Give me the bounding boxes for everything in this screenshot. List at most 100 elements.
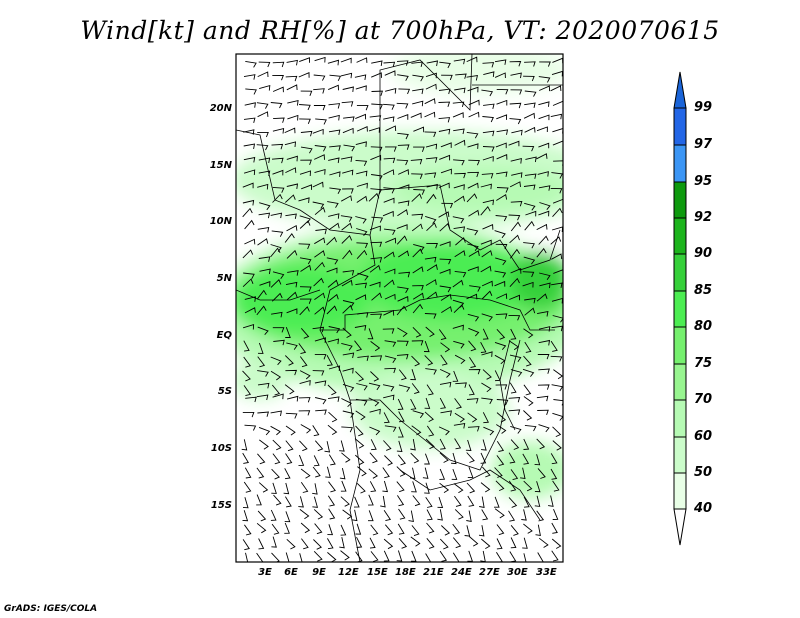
wind-barb bbox=[481, 397, 493, 405]
wind-barb bbox=[510, 158, 522, 164]
wind-barb bbox=[496, 171, 508, 177]
wind-barb bbox=[412, 285, 424, 291]
wind-barb bbox=[326, 236, 337, 246]
wind-barb bbox=[245, 88, 257, 95]
wind-barb bbox=[286, 183, 299, 189]
wind-barb bbox=[552, 440, 562, 451]
wind-barb bbox=[328, 481, 336, 493]
wind-barb bbox=[299, 306, 310, 316]
wind-barb bbox=[299, 509, 310, 520]
wind-barb bbox=[384, 455, 393, 466]
wind-barb bbox=[411, 340, 424, 346]
wind-barb bbox=[299, 257, 312, 265]
wind-barb bbox=[299, 286, 312, 292]
wind-barb bbox=[438, 211, 450, 218]
wind-barb bbox=[508, 452, 516, 464]
wind-barb bbox=[454, 139, 466, 146]
wind-barb bbox=[410, 550, 417, 562]
colorbar-label: 85 bbox=[694, 283, 713, 298]
wind-barb bbox=[425, 72, 437, 79]
wind-barb bbox=[257, 326, 269, 335]
wind-barb bbox=[467, 550, 474, 562]
wind-barb bbox=[536, 126, 548, 133]
wind-barb bbox=[439, 438, 446, 450]
wind-barb bbox=[341, 398, 352, 408]
wind-barb bbox=[299, 370, 311, 380]
wind-barb bbox=[398, 411, 405, 423]
wind-barb bbox=[356, 536, 363, 548]
wind-barb bbox=[510, 525, 519, 536]
wind-barb bbox=[454, 250, 466, 258]
wind-barb bbox=[538, 326, 551, 332]
lat-label: EQ bbox=[216, 330, 232, 341]
wind-barb bbox=[536, 395, 549, 402]
wind-barb bbox=[384, 524, 394, 536]
wind-barb bbox=[481, 290, 493, 300]
wind-barb bbox=[242, 323, 255, 330]
wind-barb bbox=[328, 157, 340, 164]
wind-barb bbox=[313, 88, 325, 94]
wind-barb bbox=[257, 238, 269, 246]
wind-barb bbox=[550, 85, 562, 92]
wind-barb bbox=[257, 510, 267, 522]
wind-barb bbox=[523, 355, 532, 367]
wind-barb bbox=[396, 481, 405, 493]
wind-barb bbox=[258, 157, 271, 164]
wind-barb bbox=[410, 158, 423, 165]
colorbar-segment bbox=[673, 436, 687, 474]
wind-barb bbox=[539, 272, 551, 280]
wind-barb bbox=[356, 249, 368, 260]
wind-barb bbox=[464, 525, 471, 537]
wind-barb bbox=[439, 381, 452, 388]
wind-barb bbox=[410, 398, 417, 410]
wind-barb bbox=[439, 538, 449, 550]
wind-barb bbox=[510, 469, 519, 481]
wind-barb bbox=[523, 256, 536, 265]
wind-barb bbox=[438, 329, 447, 341]
wind-barb bbox=[245, 396, 257, 403]
colorbar-segment bbox=[673, 326, 687, 365]
wind-barb bbox=[284, 522, 290, 534]
wind-barb bbox=[312, 128, 324, 135]
wind-barb bbox=[426, 60, 439, 67]
wind-barb bbox=[466, 398, 479, 404]
lon-label: 3E bbox=[258, 567, 272, 578]
wind-barb bbox=[315, 409, 327, 415]
wind-barb bbox=[271, 143, 284, 150]
colorbar-label: 80 bbox=[694, 319, 713, 334]
wind-barb bbox=[439, 258, 452, 265]
wind-barb bbox=[243, 74, 256, 80]
wind-barb bbox=[466, 75, 478, 81]
wind-barb bbox=[396, 159, 409, 166]
wind-barb bbox=[496, 88, 509, 95]
wind-barb bbox=[425, 83, 437, 90]
wind-barb bbox=[298, 343, 307, 355]
wind-barb bbox=[284, 127, 296, 134]
wind-barb bbox=[548, 495, 554, 507]
wind-barb bbox=[326, 267, 338, 274]
wind-barb bbox=[466, 510, 472, 522]
wind-barb bbox=[537, 468, 546, 479]
wind-barb bbox=[496, 412, 507, 423]
wind-barb bbox=[383, 309, 395, 316]
wind-barb bbox=[410, 452, 420, 464]
wind-barb bbox=[383, 412, 390, 424]
wind-barb bbox=[271, 384, 281, 396]
wind-barb bbox=[370, 313, 383, 319]
wind-barb bbox=[496, 293, 508, 299]
wind-barb bbox=[550, 113, 563, 120]
wind-barb bbox=[356, 195, 368, 203]
wind-barb bbox=[370, 146, 383, 153]
wind-barb bbox=[342, 352, 355, 359]
wind-barb bbox=[524, 341, 532, 353]
wind-barb bbox=[312, 466, 321, 478]
wind-barb bbox=[382, 210, 394, 217]
lon-label: 15E bbox=[367, 567, 388, 578]
wind-barb bbox=[300, 130, 313, 137]
wind-barb bbox=[301, 184, 312, 190]
wind-barb bbox=[468, 327, 480, 337]
wind-barb bbox=[495, 142, 507, 149]
wind-barb bbox=[552, 315, 563, 323]
wind-barb bbox=[328, 508, 336, 520]
wind-barb bbox=[510, 425, 522, 434]
